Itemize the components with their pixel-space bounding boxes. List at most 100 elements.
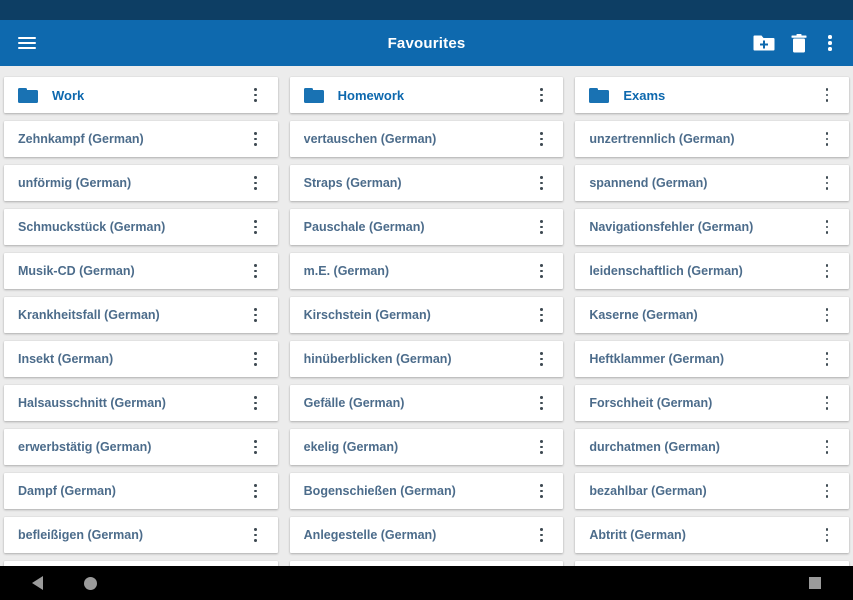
word-label: Kaserne (German) [589,308,698,322]
overflow-dots-icon [539,176,543,190]
row-overflow-button[interactable] [245,124,267,154]
list-item[interactable]: befleißigen (German) [4,517,278,553]
row-overflow-button[interactable] [245,388,267,418]
word-label: Anlegestelle (German) [303,528,437,542]
row-overflow-button[interactable] [245,300,267,330]
list-item[interactable]: Heftklammer (German) [575,341,849,377]
row-overflow-button[interactable] [530,256,552,286]
word-label: durchatmen (German) [589,440,720,454]
list-item[interactable]: leidenschaftlich (German) [575,253,849,289]
nav-back-button[interactable] [17,566,57,600]
row-overflow-button[interactable] [530,80,552,110]
row-overflow-button[interactable] [816,300,838,330]
row-overflow-button[interactable] [816,168,838,198]
overflow-dots-icon [825,132,829,146]
list-item[interactable]: m.E. (German) [289,253,564,289]
row-overflow-button[interactable] [530,212,552,242]
overflow-dots-icon [254,484,258,498]
row-overflow-button[interactable] [245,256,267,286]
list-item[interactable]: unförmig (German) [4,165,278,201]
delete-button[interactable] [786,30,812,56]
word-label: Dampf (German) [18,484,116,498]
list-item[interactable]: unzertrennlich (German) [575,121,849,157]
list-item[interactable]: Bogenschießen (German) [289,473,564,509]
folder-row-homework[interactable]: Homework [289,77,564,113]
row-overflow-button[interactable] [816,256,838,286]
overflow-dots-icon [539,132,543,146]
word-label: befleißigen (German) [18,528,144,542]
list-item[interactable]: Straps (German) [289,165,564,201]
row-overflow-button[interactable] [245,212,267,242]
row-overflow-button[interactable] [245,80,267,110]
list-item[interactable]: durchatmen (German) [575,429,849,465]
list-item[interactable]: Musik-CD (German) [4,253,278,289]
list-item[interactable]: Abtritt (German) [575,517,849,553]
row-overflow-button[interactable] [530,124,552,154]
overflow-menu-button[interactable] [821,30,839,56]
list-item[interactable]: ekelig (German) [289,429,564,465]
overflow-dots-icon [539,264,543,278]
list-item-partial[interactable] [289,561,564,566]
row-overflow-button[interactable] [245,432,267,462]
list-item[interactable]: Halsausschnitt (German) [4,385,278,421]
list-item[interactable]: Navigationsfehler (German) [575,209,849,245]
list-item[interactable]: Schmuckstück (German) [4,209,278,245]
list-item[interactable]: spannend (German) [575,165,849,201]
row-overflow-button[interactable] [530,520,552,550]
row-overflow-button[interactable] [530,344,552,374]
list-item[interactable]: Gefälle (German) [289,385,564,421]
list-item[interactable]: Dampf (German) [4,473,278,509]
overflow-dots-icon [539,88,543,102]
list-item-partial[interactable] [4,561,278,566]
row-overflow-button[interactable] [816,520,838,550]
list-item[interactable]: Anlegestelle (German) [289,517,564,553]
row-overflow-button[interactable] [245,168,267,198]
add-folder-button[interactable] [751,30,777,56]
row-overflow-button[interactable] [530,168,552,198]
word-label: m.E. (German) [303,264,390,278]
overflow-dots-icon [254,440,258,454]
overflow-dots-icon [539,308,543,322]
row-overflow-button[interactable] [245,476,267,506]
nav-recents-button[interactable] [795,566,835,600]
row-overflow-button[interactable] [816,80,838,110]
list-item[interactable]: Kaserne (German) [575,297,849,333]
status-bar [0,0,853,20]
row-overflow-button[interactable] [816,344,838,374]
word-label: Kirschstein (German) [303,308,431,322]
list-item[interactable]: hinüberblicken (German) [289,341,564,377]
word-label: hinüberblicken (German) [303,352,452,366]
list-item[interactable]: Zehnkampf (German) [4,121,278,157]
folder-name: Work [52,87,85,103]
row-overflow-button[interactable] [816,124,838,154]
row-overflow-button[interactable] [530,432,552,462]
list-item[interactable]: erwerbstätig (German) [4,429,278,465]
folder-row-exams[interactable]: Exams [575,77,849,113]
list-item[interactable]: Pauschale (German) [289,209,564,245]
row-overflow-button[interactable] [816,476,838,506]
overflow-dots-icon [825,440,829,454]
list-item[interactable]: Kirschstein (German) [289,297,564,333]
list-item[interactable]: Insekt (German) [4,341,278,377]
nav-home-button[interactable] [70,566,110,600]
row-overflow-button[interactable] [530,388,552,418]
list-item[interactable]: Forschheit (German) [575,385,849,421]
overflow-dots-icon [825,528,829,542]
row-overflow-button[interactable] [816,212,838,242]
row-overflow-button[interactable] [245,344,267,374]
row-overflow-button[interactable] [816,388,838,418]
row-overflow-button[interactable] [245,520,267,550]
row-overflow-button[interactable] [816,432,838,462]
column-2: Homework vertauschen (German) Straps (Ge… [289,77,564,566]
list-item[interactable]: Krankheitsfall (German) [4,297,278,333]
list-item[interactable]: bezahlbar (German) [575,473,849,509]
overflow-dots-icon [825,308,829,322]
row-overflow-button[interactable] [530,476,552,506]
menu-button[interactable] [14,30,40,56]
row-overflow-button[interactable] [530,300,552,330]
overflow-dots-icon [254,352,258,366]
list-item-partial[interactable] [575,561,849,566]
folder-row-work[interactable]: Work [4,77,278,113]
list-item[interactable]: vertauschen (German) [289,121,564,157]
word-label: Musik-CD (German) [18,264,135,278]
